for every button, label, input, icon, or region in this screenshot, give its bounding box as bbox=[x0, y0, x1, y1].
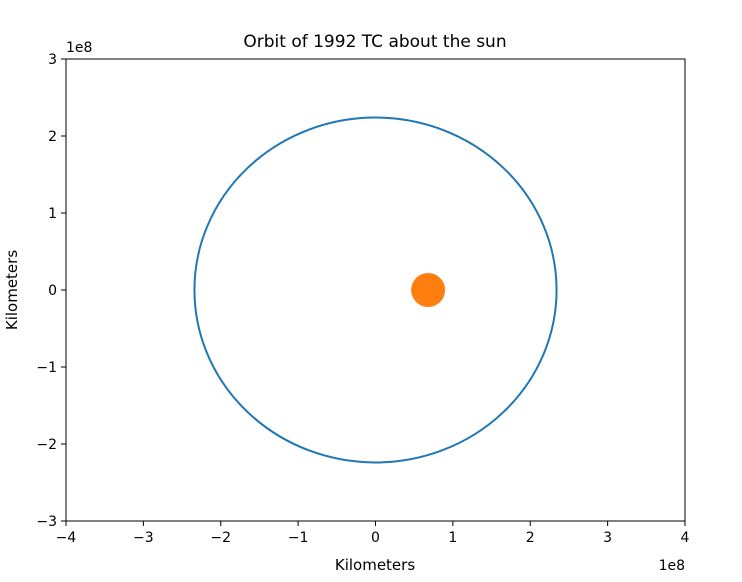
orbit-ellipse bbox=[193, 116, 558, 464]
y-axis-offset-label: 1e8 bbox=[66, 40, 92, 56]
y-tick-label: 3 bbox=[48, 52, 57, 68]
x-axis-offset-label: 1e8 bbox=[659, 558, 685, 574]
x-tick-label: −2 bbox=[210, 530, 231, 546]
y-tick-label: −1 bbox=[36, 360, 57, 376]
chart-title: Orbit of 1992 TC about the sun bbox=[243, 32, 506, 52]
y-axis-ticks: −3 −2 −1 0 1 2 3 bbox=[36, 52, 66, 530]
x-axis-label: Kilometers bbox=[335, 556, 415, 574]
y-tick-label: 0 bbox=[48, 283, 57, 299]
sun-marker bbox=[411, 273, 446, 307]
x-tick-label: −1 bbox=[288, 530, 309, 546]
y-tick-label: −2 bbox=[36, 437, 57, 453]
y-axis-label: Kilometers bbox=[3, 250, 21, 330]
y-tick-label: 1 bbox=[48, 206, 57, 222]
x-tick-label: 0 bbox=[371, 530, 380, 546]
x-tick-label: −4 bbox=[56, 530, 77, 546]
x-tick-label: 2 bbox=[526, 530, 535, 546]
y-tick-label: −3 bbox=[36, 514, 57, 530]
y-tick-label: 2 bbox=[48, 129, 57, 145]
x-tick-label: 1 bbox=[448, 530, 457, 546]
x-tick-label: 4 bbox=[681, 530, 690, 546]
x-tick-label: 3 bbox=[603, 530, 612, 546]
x-tick-label: −3 bbox=[133, 530, 154, 546]
x-axis-ticks: −4 −3 −2 −1 0 1 2 3 4 bbox=[56, 521, 690, 546]
